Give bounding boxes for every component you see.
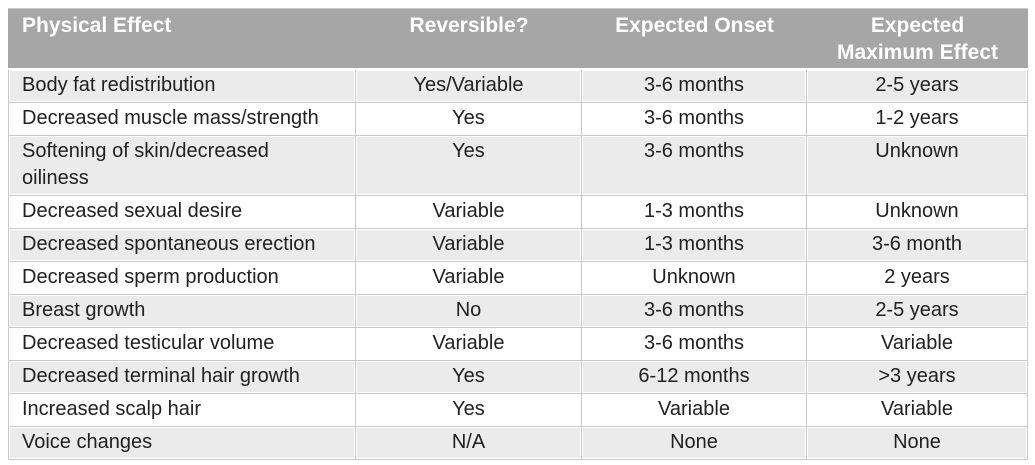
cell-max-effect: Unknown — [807, 196, 1028, 229]
table-row: Decreased muscle mass/strength Yes 3-6 mon… — [8, 103, 1028, 136]
table-row: Softening of skin/decreased oiliness Yes 3… — [8, 136, 1028, 196]
cell-reversible: N/A — [356, 427, 582, 460]
cell-onset: 3-6 months — [582, 328, 807, 361]
table-row: Body fat redistribution Yes/Variable 3-6 m… — [8, 70, 1028, 103]
table-body: Body fat redistribution Yes/Variable 3-6 m… — [8, 70, 1028, 460]
table-row: Breast growth No 3-6 months 2-5 years — [8, 295, 1028, 328]
physical-effects-table: Physical Effect Reversible? Expected Ons… — [8, 8, 1028, 460]
cell-onset: 1-3 months — [582, 229, 807, 262]
cell-effect: Decreased muscle mass/strength — [8, 103, 356, 136]
cell-onset: 6-12 months — [582, 361, 807, 394]
cell-max-effect: Unknown — [807, 136, 1028, 196]
cell-onset: Variable — [582, 394, 807, 427]
cell-onset: 1-3 months — [582, 196, 807, 229]
cell-max-effect: >3 years — [807, 361, 1028, 394]
cell-max-effect: None — [807, 427, 1028, 460]
cell-reversible: Yes — [356, 394, 582, 427]
cell-onset: None — [582, 427, 807, 460]
cell-reversible: Yes/Variable — [356, 70, 582, 103]
cell-reversible: Variable — [356, 262, 582, 295]
cell-max-effect: 2-5 years — [807, 70, 1028, 103]
cell-max-effect: Variable — [807, 394, 1028, 427]
cell-effect: Softening of skin/decreased oiliness — [8, 136, 356, 196]
table-row: Decreased terminal hair growth Yes 6-12 mo… — [8, 361, 1028, 394]
column-header-expected-maximum-effect: Expected Maximum Effect — [807, 9, 1028, 70]
cell-effect: Body fat redistribution — [8, 70, 356, 103]
table-row: Decreased spontaneous erection Variable 1-… — [8, 229, 1028, 262]
table-row: Decreased sexual desire Variable 1-3 month… — [8, 196, 1028, 229]
table-row: Decreased testicular volume Variable 3-6 m… — [8, 328, 1028, 361]
cell-reversible: Variable — [356, 229, 582, 262]
cell-max-effect: 2-5 years — [807, 295, 1028, 328]
cell-effect: Decreased testicular volume — [8, 328, 356, 361]
cell-reversible: Yes — [356, 361, 582, 394]
table-row: Voice changes N/A None None — [8, 427, 1028, 460]
header-row: Physical Effect Reversible? Expected Ons… — [8, 9, 1028, 70]
cell-reversible: Variable — [356, 328, 582, 361]
cell-onset: Unknown — [582, 262, 807, 295]
cell-max-effect: 3-6 month — [807, 229, 1028, 262]
table-row: Decreased sperm production Variable Unknow… — [8, 262, 1028, 295]
cell-onset: 3-6 months — [582, 70, 807, 103]
cell-onset: 3-6 months — [582, 103, 807, 136]
cell-effect: Voice changes — [8, 427, 356, 460]
cell-onset: 3-6 months — [582, 295, 807, 328]
cell-effect: Breast growth — [8, 295, 356, 328]
column-header-physical-effect: Physical Effect — [8, 9, 356, 70]
column-header-expected-onset: Expected Onset — [582, 9, 807, 70]
cell-reversible: No — [356, 295, 582, 328]
cell-onset: 3-6 months — [582, 136, 807, 196]
table-row: Increased scalp hair Yes Variable Variable — [8, 394, 1028, 427]
cell-effect: Decreased sperm production — [8, 262, 356, 295]
cell-reversible: Variable — [356, 196, 582, 229]
cell-max-effect: 1-2 years — [807, 103, 1028, 136]
column-header-reversible: Reversible? — [356, 9, 582, 70]
cell-effect: Decreased sexual desire — [8, 196, 356, 229]
cell-max-effect: Variable — [807, 328, 1028, 361]
cell-reversible: Yes — [356, 136, 582, 196]
cell-reversible: Yes — [356, 103, 582, 136]
cell-effect: Decreased terminal hair growth — [8, 361, 356, 394]
cell-max-effect: 2 years — [807, 262, 1028, 295]
cell-effect: Decreased spontaneous erection — [8, 229, 356, 262]
cell-effect: Increased scalp hair — [8, 394, 356, 427]
table-header: Physical Effect Reversible? Expected Ons… — [8, 9, 1028, 70]
